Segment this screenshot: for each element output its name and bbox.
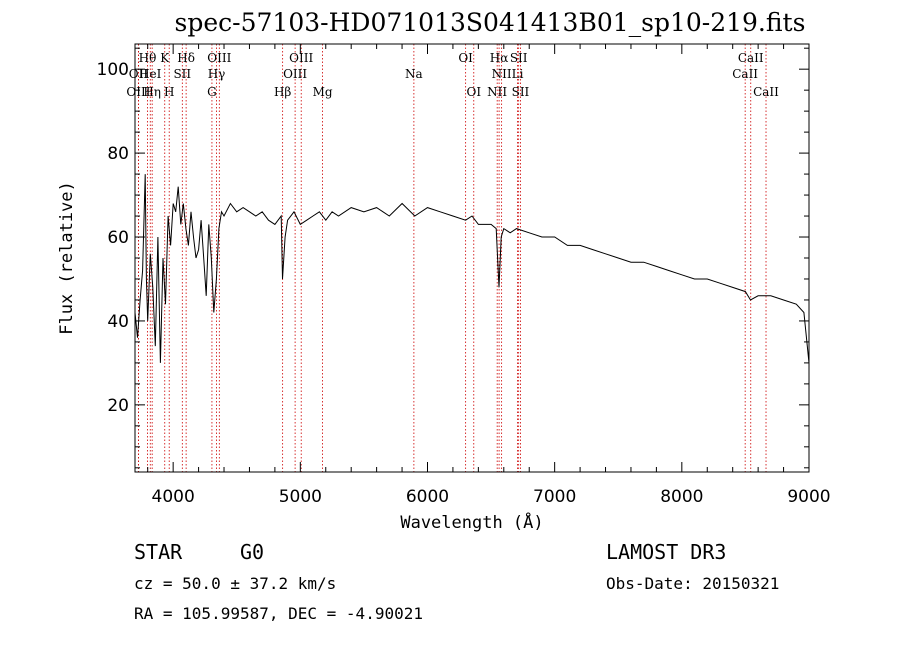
- spectral-line-label: G: [207, 85, 217, 99]
- x-axis-label: Wavelength (Å): [400, 511, 543, 533]
- y-tick-label: 40: [107, 312, 129, 332]
- x-tick-label: 6000: [406, 487, 449, 507]
- flux-series-layer: [134, 174, 810, 363]
- spectral-line-label: OI: [466, 85, 481, 99]
- spectral-line-label: CaII: [738, 51, 764, 65]
- spectral-line-label: NII: [492, 67, 512, 81]
- spectral-line-label: OI: [458, 51, 473, 65]
- spectral-line-label: Mg: [313, 85, 333, 99]
- y-tick-label: 100: [97, 60, 129, 80]
- spectral-line-label: OIII: [207, 51, 231, 65]
- spectral-line-label: NII: [487, 85, 507, 99]
- spectral-line-label: OIII: [283, 67, 307, 81]
- y-axis-label: Flux (relative): [57, 181, 77, 335]
- x-tick-label: 9000: [787, 487, 830, 507]
- y-tick-label: 80: [107, 144, 129, 164]
- redshift-readout: cz = 50.0 ± 37.2 km/s: [134, 574, 337, 593]
- spectral-lines-layer: [138, 44, 767, 472]
- x-tick-label: 5000: [279, 487, 322, 507]
- axes-layer: 4000 5000 6000 7000 8000 9000 20 40 60 80 100: [97, 44, 831, 507]
- x-tick-label: 7000: [533, 487, 576, 507]
- spectral-line-label: Hη: [143, 85, 161, 99]
- spectral-line-label: CaII: [732, 67, 758, 81]
- plot-frame: [134, 43, 810, 473]
- y-tick-label: 20: [107, 396, 129, 416]
- spectral-line-label: HeI: [139, 67, 162, 81]
- flux-series-line: [134, 174, 810, 363]
- spectral-line-label: OII: [129, 67, 149, 81]
- spectral-line-label: Hγ: [208, 67, 226, 81]
- obs-date: Obs-Date: 20150321: [606, 574, 780, 593]
- spectral-line-label: Na: [405, 67, 423, 81]
- spectral-line-label: Hα: [490, 51, 509, 65]
- spectral-line-label: OIII: [289, 51, 313, 65]
- chart-title: spec-57103-HD071013S041413B01_sp10-219.f…: [174, 8, 806, 37]
- spectral-line-label: Hβ: [274, 85, 291, 99]
- object-subclass: G0: [240, 540, 265, 564]
- spectral-line-label: SII: [512, 85, 530, 99]
- spectral-line-label: Hδ: [177, 51, 195, 65]
- spectral-line-label: SII: [173, 67, 191, 81]
- x-tick-label: 4000: [152, 487, 195, 507]
- spectral-line-label: CaII: [753, 85, 779, 99]
- spectral-line-label: OIII: [126, 85, 150, 99]
- y-tick-label: 60: [107, 228, 129, 248]
- spectral-line-label: H: [164, 85, 174, 99]
- spectral-line-label: SII: [510, 51, 528, 65]
- spectral-line-label: Hθ: [139, 51, 157, 65]
- survey-name: LAMOST DR3: [606, 540, 727, 564]
- spectral-line-label: K: [160, 51, 170, 65]
- coordinates: RA = 105.99587, DEC = -4.90021: [134, 604, 423, 623]
- object-class: STAR: [134, 540, 183, 564]
- spectral-line-label: Li: [512, 67, 524, 81]
- x-tick-label: 8000: [660, 487, 703, 507]
